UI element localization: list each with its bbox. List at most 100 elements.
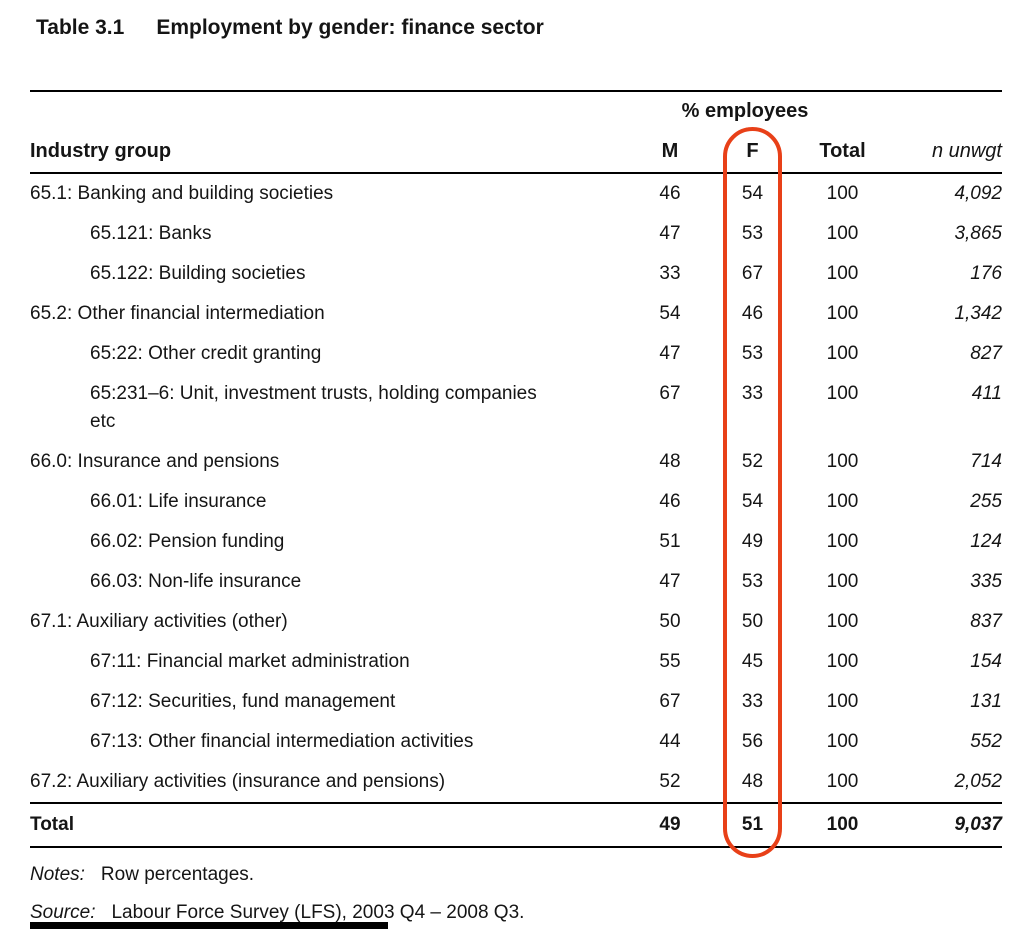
row-n-value: 552 (970, 731, 1002, 752)
row-m-value: 44 (659, 731, 681, 752)
notes-line: Notes: Row percentages. (30, 864, 1002, 886)
table-row: 66.03: Non-life insurance 47 53 100 335 (30, 562, 1002, 602)
row-f-value: 46 (741, 303, 764, 324)
row-f-value: 67 (741, 263, 764, 284)
row-n-value: 411 (971, 383, 1002, 404)
table-row: 67.2: Auxiliary activities (insurance an… (30, 762, 1002, 802)
span-header-row: % employees (30, 92, 1002, 130)
table-row: 67:13: Other financial intermediation ac… (30, 722, 1002, 762)
row-n-value: 2,052 (954, 771, 1002, 792)
row-total-value: 100 (826, 223, 859, 244)
col-header-industry: Industry group (30, 140, 172, 162)
row-m-value: 52 (659, 771, 681, 792)
row-m-value: 47 (659, 223, 681, 244)
row-label: 65:231–6: Unit, investment trusts, holdi… (90, 383, 537, 432)
table-row: 66.02: Pension funding 51 49 100 124 (30, 522, 1002, 562)
total-top-rule (30, 802, 1002, 804)
row-f-value: 53 (741, 343, 764, 364)
row-f-value: 54 (741, 183, 764, 204)
row-f-value: 48 (741, 771, 764, 792)
row-m-value: 54 (659, 303, 681, 324)
row-total-value: 100 (826, 343, 859, 364)
column-header-row: Industry group M F Total n unwgt (30, 130, 1002, 172)
table-row: 65.122: Building societies 33 67 100 176 (30, 254, 1002, 294)
row-n-value: 124 (970, 531, 1002, 552)
row-label: 66.02: Pension funding (90, 531, 285, 552)
row-label: 67.1: Auxiliary activities (other) (30, 611, 288, 632)
row-m-value: 46 (659, 491, 681, 512)
source-text: Labour Force Survey (LFS), 2003 Q4 – 200… (111, 902, 525, 923)
source-line: Source: Labour Force Survey (LFS), 2003 Q… (30, 902, 1002, 924)
row-n-value: 335 (970, 571, 1002, 592)
row-f-value: 56 (741, 731, 764, 752)
row-f-value: 53 (741, 223, 764, 244)
row-m-value: 55 (659, 651, 681, 672)
total-row: Total 49 51 100 9,037 (30, 804, 1002, 846)
percent-employees-header: % employees (681, 100, 809, 122)
table-title: Table 3.1 Employment by gender: finance s… (36, 16, 544, 40)
row-label: 67:13: Other financial intermediation ac… (90, 731, 474, 752)
table-row: 67.1: Auxiliary activities (other) 50 50… (30, 602, 1002, 642)
row-n-value: 1,342 (954, 303, 1002, 324)
row-label: 65.121: Banks (90, 223, 212, 244)
row-label: 65.1: Banking and building societies (30, 183, 334, 204)
row-f-value: 54 (741, 491, 764, 512)
notes-label: Notes: (30, 864, 85, 885)
row-m-value: 47 (659, 571, 681, 592)
row-label: 65:22: Other credit granting (90, 343, 322, 364)
bottom-rule (30, 846, 1002, 848)
table-row: 65:22: Other credit granting 47 53 100 8… (30, 334, 1002, 374)
row-label: 67.2: Auxiliary activities (insurance an… (30, 771, 446, 792)
row-label: 66.01: Life insurance (90, 491, 267, 512)
table-row: 67:11: Financial market administration 5… (30, 642, 1002, 682)
row-total-value: 100 (826, 491, 859, 512)
top-rule (30, 90, 1002, 92)
row-m-value: 67 (659, 383, 681, 404)
table-title-text: Employment by gender: finance sector (156, 16, 544, 39)
total-n-value: 9,037 (954, 814, 1002, 835)
row-total-value: 100 (826, 531, 859, 552)
row-n-value: 154 (970, 651, 1002, 672)
row-total-value: 100 (826, 771, 859, 792)
row-m-value: 51 (659, 531, 681, 552)
row-total-value: 100 (826, 571, 859, 592)
row-m-value: 50 (659, 611, 681, 632)
notes-text: Row percentages. (100, 864, 255, 885)
row-n-value: 3,865 (954, 223, 1002, 244)
row-total-value: 100 (826, 183, 859, 204)
row-f-value: 33 (741, 691, 764, 712)
row-total-value: 100 (826, 691, 859, 712)
row-f-value: 45 (741, 651, 764, 672)
total-label: Total (30, 814, 74, 835)
row-m-value: 46 (659, 183, 681, 204)
row-label: 66.03: Non-life insurance (90, 571, 302, 592)
row-n-value: 4,092 (954, 183, 1002, 204)
row-total-value: 100 (826, 263, 859, 284)
row-label: 66.0: Insurance and pensions (30, 451, 280, 472)
total-m-value: 49 (659, 814, 681, 835)
table-row: 65:231–6: Unit, investment trusts, holdi… (30, 374, 1002, 442)
row-f-value: 49 (741, 531, 764, 552)
row-f-value: 53 (741, 571, 764, 592)
row-m-value: 33 (659, 263, 681, 284)
row-total-value: 100 (826, 451, 859, 472)
row-total-value: 100 (826, 611, 859, 632)
col-header-total: Total (819, 140, 866, 162)
table-row: 66.01: Life insurance 46 54 100 255 (30, 482, 1002, 522)
row-n-value: 714 (970, 451, 1002, 472)
row-n-value: 827 (970, 343, 1002, 364)
table-number: Table 3.1 (36, 16, 125, 39)
row-m-value: 47 (659, 343, 681, 364)
table-row: 65.2: Other financial intermediation 54 … (30, 294, 1002, 334)
row-label: 67:11: Financial market administration (90, 651, 410, 672)
table-row: 65.1: Banking and building societies 46 … (30, 174, 1002, 214)
row-n-value: 131 (970, 691, 1002, 712)
row-f-value: 33 (741, 383, 764, 404)
col-header-n-unwgt: n unwgt (931, 140, 1002, 162)
row-label: 67:12: Securities, fund management (90, 691, 396, 712)
total-total-value: 100 (826, 814, 859, 835)
cropped-content-bar (30, 922, 388, 929)
total-f-value: 51 (741, 814, 764, 835)
table-row: 67:12: Securities, fund management 67 33… (30, 682, 1002, 722)
